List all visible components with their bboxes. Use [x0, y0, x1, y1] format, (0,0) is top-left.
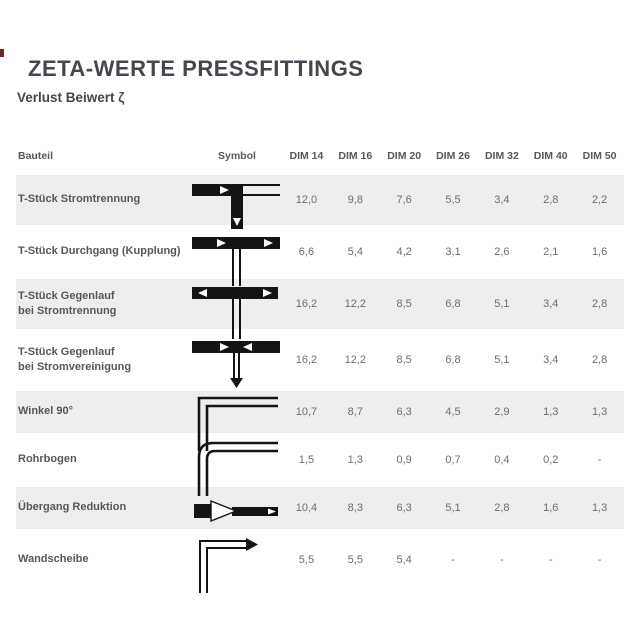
zeta-value: 8,5: [396, 354, 412, 366]
zeta-value: 3,1: [445, 246, 461, 258]
bauteil-label: Winkel 90°: [18, 405, 74, 418]
header-bauteil: Bauteil: [18, 149, 54, 162]
zeta-value: 16,2: [295, 298, 318, 310]
zeta-value: 9,8: [347, 194, 363, 206]
zeta-value: 4,2: [396, 246, 412, 258]
zeta-value: 3,4: [543, 354, 559, 366]
zeta-value: 8,5: [396, 298, 412, 310]
zeta-value: 2,1: [543, 246, 559, 258]
zeta-value: 12,0: [295, 194, 318, 206]
zeta-value: 1,5: [298, 454, 315, 466]
header-dim-26: DIM 26: [436, 150, 470, 162]
zeta-value: 5,5: [298, 554, 315, 566]
header-dim-14: DIM 14: [289, 150, 324, 162]
page-title: ZETA-WERTE PRESSFITTINGS: [28, 56, 364, 81]
zeta-values-table: Bauteil Symbol DIM 14 DIM 16 DIM 20 DIM …: [16, 140, 624, 593]
page-subtitle: Verlust Beiwert ζ: [17, 90, 125, 105]
zeta-value: 5,1: [494, 298, 510, 310]
header-dim-40: DIM 40: [533, 150, 568, 162]
zeta-value: 10,4: [295, 502, 318, 514]
header-dim-20: DIM 20: [387, 150, 422, 162]
zeta-value: 6,6: [298, 246, 315, 258]
zeta-value: 4,5: [445, 406, 461, 418]
table-row: Rohrbogen 1,5 1,3 0,9 0,7 0,4 0,2 -: [16, 436, 624, 496]
table-row: Übergang Reduktion 10,4 8,3 6,3 5,1 2,8 1,6 1,…: [16, 484, 624, 532]
zeta-value: 5,1: [494, 354, 510, 366]
zeta-value: 5,5: [445, 194, 461, 206]
zeta-value: 1,3: [591, 502, 608, 514]
header-dim-32: DIM 32: [484, 150, 519, 162]
zeta-value: 0,2: [543, 454, 559, 466]
zeta-value: 3,4: [494, 194, 510, 206]
zeta-value: 12,2: [344, 298, 366, 310]
header-dim-50: DIM 50: [582, 150, 617, 162]
zeta-value: -: [597, 454, 602, 466]
zeta-value: 0,4: [494, 454, 510, 466]
zeta-value: 2,8: [543, 194, 559, 206]
elbow-90-icon: [190, 391, 282, 451]
table-body: T-Stück Stromtrennung 12,0 9,8 7,6 5,5 3,4 2,…: [16, 172, 624, 593]
zeta-value: 5,5: [347, 554, 363, 566]
zeta-value: 16,2: [295, 354, 318, 366]
header-dim-16: DIM 16: [338, 150, 373, 162]
zeta-value: 5,4: [347, 246, 363, 258]
zeta-value: 6,8: [445, 354, 461, 366]
zeta-value: -: [548, 554, 553, 566]
bauteil-label: T-Stück Durchgang (Kupplung): [18, 245, 181, 258]
pipe-bend-icon: [190, 436, 282, 496]
tee-counterflow-split-icon: [190, 279, 282, 339]
zeta-value: 1,3: [347, 454, 363, 466]
zeta-value: 1,6: [591, 246, 608, 258]
table-row: T-Stück Stromtrennung 12,0 9,8 7,6 5,5 3,4 2,…: [16, 172, 624, 229]
zeta-value: 10,7: [295, 406, 318, 418]
table-row: T-Stück Durchgang (Kupplung) 6,6 5,4 4,2 3,…: [16, 228, 624, 286]
table-header-row: Bauteil Symbol DIM 14 DIM 16 DIM 20 DIM …: [16, 140, 624, 172]
zeta-value: 8,7: [347, 406, 363, 418]
zeta-value: 6,3: [396, 502, 412, 514]
zeta-value: 12,2: [344, 354, 366, 366]
wall-mount-elbow-icon: [190, 532, 282, 593]
zeta-value: 6,3: [396, 406, 412, 418]
zeta-value: 1,3: [591, 406, 608, 418]
zeta-value: 5,4: [396, 554, 412, 566]
zeta-value: 2,8: [494, 502, 510, 514]
bauteil-label: T-Stück Gegenlauf bei Stromvereinigung: [18, 345, 132, 373]
reducer-icon: [190, 487, 282, 529]
zeta-value: 2,2: [591, 194, 608, 206]
zeta-value: -: [500, 554, 504, 566]
zeta-value: -: [597, 554, 602, 566]
table-row: Wandscheibe 5,5 5,5 5,4 - - - -: [16, 532, 624, 593]
bauteil-label: Wandscheibe: [18, 553, 89, 566]
zeta-value: 2,6: [494, 246, 510, 258]
table-row: T-Stück Gegenlauf bei Stromvereinigung 16…: [16, 332, 624, 388]
zeta-value: 0,9: [396, 454, 412, 466]
table-row: T-Stück Gegenlauf bei Stromtrennung 16,2 1…: [16, 276, 624, 339]
zeta-value: -: [451, 554, 455, 566]
header-symbol: Symbol: [218, 150, 256, 162]
zeta-value: 2,8: [591, 354, 608, 366]
zeta-value: 5,1: [445, 502, 461, 514]
tee-flow-split-icon: [190, 175, 282, 229]
bauteil-label: T-Stück Gegenlauf bei Stromtrennung: [18, 289, 117, 317]
zeta-value: 1,3: [543, 406, 559, 418]
zeta-value: 2,9: [494, 406, 510, 418]
zeta-value: 8,3: [347, 502, 363, 514]
zeta-value: 1,6: [543, 502, 559, 514]
table-row: Winkel 90° 10,7 8,7 6,3 4,5 2,9 1,3 1,3: [16, 388, 624, 451]
zeta-value: 2,8: [591, 298, 608, 310]
zeta-value: 6,8: [445, 298, 461, 310]
bauteil-label: T-Stück Stromtrennung: [18, 193, 141, 206]
edge-artifact: [0, 49, 4, 57]
bauteil-label: Übergang Reduktion: [18, 501, 127, 514]
zeta-value: 3,4: [543, 298, 559, 310]
tee-straight-through-icon: [190, 228, 282, 286]
bauteil-label: Rohrbogen: [18, 453, 77, 466]
zeta-value: 7,6: [396, 194, 412, 206]
zeta-value: 0,7: [445, 454, 461, 466]
tee-counterflow-merge-icon: [190, 332, 282, 388]
